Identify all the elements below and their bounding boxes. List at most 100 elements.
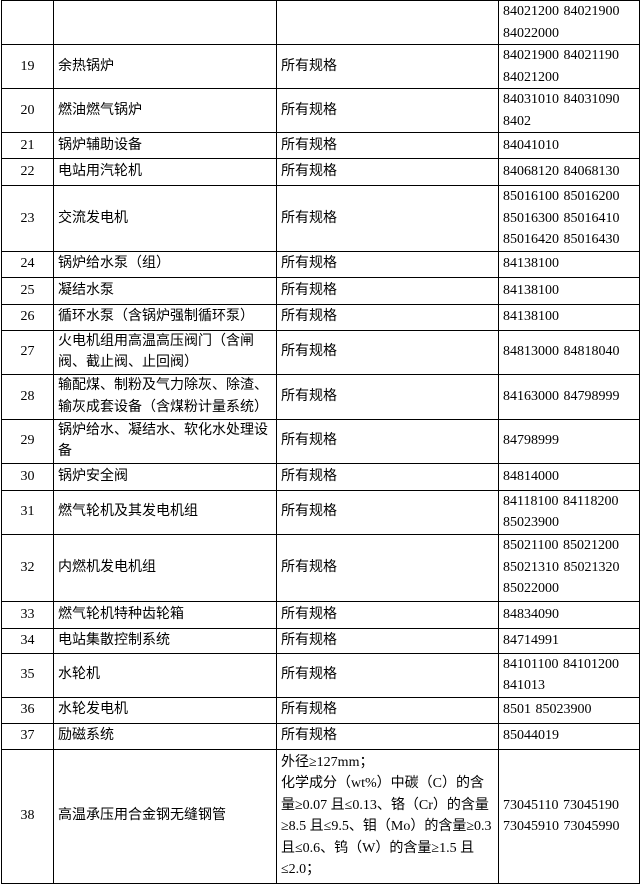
row-number: 36 (1, 696, 54, 724)
hs-codes: 84814000 (498, 462, 640, 491)
row-number: 31 (1, 489, 54, 535)
item-name: 锅炉给水泵（组） (53, 250, 277, 278)
hs-codes: 84068120 84068130 (498, 158, 640, 186)
item-spec: 所有规格 (276, 652, 499, 698)
table-row: 25 凝结水泵 所有规格 84138100 (1, 276, 640, 305)
item-name: 凝结水泵 (53, 276, 277, 305)
item-spec: 所有规格 (276, 132, 499, 159)
row-number: 20 (1, 88, 54, 133)
item-name: 内燃机发电机组 (53, 533, 277, 602)
item-name: 高温承压用合金钢无缝钢管 (53, 748, 277, 884)
table-row: 23 交流发电机 所有规格 85016100 85016200 85016300 85… (1, 185, 640, 252)
table-row: 84021200 84021900 84022000 (1, 0, 640, 45)
hs-codes: 84138100 (498, 303, 640, 331)
row-number: 37 (1, 722, 54, 750)
table-row: 21 锅炉辅助设备 所有规格 84041010 (1, 132, 640, 159)
row-number: 38 (1, 748, 54, 884)
table-row: 28 输配煤、制粉及气力除灰、除渣、输灰成套设备（含煤粉计量系统） 所有规格 8416… (1, 373, 640, 420)
hs-codes: 85016100 85016200 85016300 85016410 8501… (498, 185, 640, 252)
hs-codes: 84834090 (498, 600, 640, 629)
item-name: 输配煤、制粉及气力除灰、除渣、输灰成套设备（含煤粉计量系统） (53, 373, 277, 420)
hs-codes: 85044019 (498, 722, 640, 750)
item-name: 励磁系统 (53, 722, 277, 750)
hs-codes: 84798999 (498, 418, 640, 464)
hs-codes: 73045110 73045190 73045910 73045990 (498, 748, 640, 884)
item-name: 水轮机 (53, 652, 277, 698)
table-row: 34 电站集散控制系统 所有规格 84714991 (1, 627, 640, 654)
item-name: 余热锅炉 (53, 44, 277, 89)
hs-codes: 85021100 85021200 85021310 85021320 8502… (498, 533, 640, 602)
item-spec: 外径≥127mm； 化学成分（wt%）中碳（C）的含量≥0.07 且≤0.13、… (276, 748, 499, 884)
hs-codes: 84031010 84031090 8402 (498, 88, 640, 133)
item-spec: 所有规格 (276, 533, 499, 602)
row-number: 22 (1, 158, 54, 186)
row-number: 25 (1, 276, 54, 305)
row-number: 30 (1, 462, 54, 491)
row-number: 29 (1, 418, 54, 464)
item-spec: 所有规格 (276, 44, 499, 89)
hs-codes: 84714991 (498, 627, 640, 654)
hs-codes: 84813000 84818040 (498, 329, 640, 375)
hs-codes: 84163000 84798999 (498, 373, 640, 420)
hs-codes: 84138100 (498, 250, 640, 278)
item-spec: 所有规格 (276, 250, 499, 278)
item-spec: 所有规格 (276, 158, 499, 186)
row-number: 21 (1, 132, 54, 159)
table-row: 26 循环水泵（含锅炉强制循环泵） 所有规格 84138100 (1, 303, 640, 331)
table-row: 24 锅炉给水泵（组） 所有规格 84138100 (1, 250, 640, 278)
table-row: 29 锅炉给水、凝结水、软化水处理设备 所有规格 84798999 (1, 418, 640, 464)
item-name: 锅炉给水、凝结水、软化水处理设备 (53, 418, 277, 464)
table-row: 30 锅炉安全阀 所有规格 84814000 (1, 462, 640, 491)
hs-codes: 8501 85023900 (498, 696, 640, 724)
row-number: 35 (1, 652, 54, 698)
table-row: 37 励磁系统 所有规格 85044019 (1, 722, 640, 750)
hs-codes: 84041010 (498, 132, 640, 159)
table-row: 38 高温承压用合金钢无缝钢管 外径≥127mm； 化学成分（wt%）中碳（C）的含… (1, 748, 640, 884)
hs-codes: 84101100 84101200 841013 (498, 652, 640, 698)
row-number: 24 (1, 250, 54, 278)
item-name: 燃气轮机及其发电机组 (53, 489, 277, 535)
item-spec: 所有规格 (276, 373, 499, 420)
row-number: 27 (1, 329, 54, 375)
row-number: 28 (1, 373, 54, 420)
row-number: 26 (1, 303, 54, 331)
item-name: 电站用汽轮机 (53, 158, 277, 186)
table-row: 19 余热锅炉 所有规格 84021900 84021190 84021200 (1, 44, 640, 89)
table-row: 20 燃油燃气锅炉 所有规格 84031010 84031090 8402 (1, 88, 640, 133)
hs-codes: 84021900 84021190 84021200 (498, 44, 640, 89)
item-spec: 所有规格 (276, 329, 499, 375)
hs-codes: 84138100 (498, 276, 640, 305)
item-spec: 所有规格 (276, 418, 499, 464)
item-name: 锅炉安全阀 (53, 462, 277, 491)
hs-codes: 84021200 84021900 84022000 (498, 0, 640, 45)
row-number: 23 (1, 185, 54, 252)
table-row: 33 燃气轮机特种齿轮箱 所有规格 84834090 (1, 600, 640, 629)
table-row: 35 水轮机 所有规格 84101100 84101200 841013 (1, 652, 640, 698)
table-row: 32 内燃机发电机组 所有规格 85021100 85021200 85021310 … (1, 533, 640, 602)
item-name: 锅炉辅助设备 (53, 132, 277, 159)
item-spec: 所有规格 (276, 276, 499, 305)
item-name: 火电机组用高温高压阀门（含闸阀、截止阀、止回阀） (53, 329, 277, 375)
item-name: 水轮发电机 (53, 696, 277, 724)
item-spec: 所有规格 (276, 303, 499, 331)
item-name: 电站集散控制系统 (53, 627, 277, 654)
row-number: 33 (1, 600, 54, 629)
table-row: 27 火电机组用高温高压阀门（含闸阀、截止阀、止回阀） 所有规格 84813000 8… (1, 329, 640, 375)
item-spec: 所有规格 (276, 722, 499, 750)
item-spec: 所有规格 (276, 88, 499, 133)
hs-codes: 84118100 84118200 85023900 (498, 489, 640, 535)
row-number: 32 (1, 533, 54, 602)
item-spec: 所有规格 (276, 627, 499, 654)
item-name (53, 0, 277, 45)
item-name: 交流发电机 (53, 185, 277, 252)
row-number: 19 (1, 44, 54, 89)
item-spec: 所有规格 (276, 489, 499, 535)
table-row: 36 水轮发电机 所有规格 8501 85023900 (1, 696, 640, 724)
item-spec: 所有规格 (276, 462, 499, 491)
row-number (1, 0, 54, 45)
item-spec (276, 0, 499, 45)
table-row: 22 电站用汽轮机 所有规格 84068120 84068130 (1, 158, 640, 186)
table-row: 31 燃气轮机及其发电机组 所有规格 84118100 84118200 850239… (1, 489, 640, 535)
